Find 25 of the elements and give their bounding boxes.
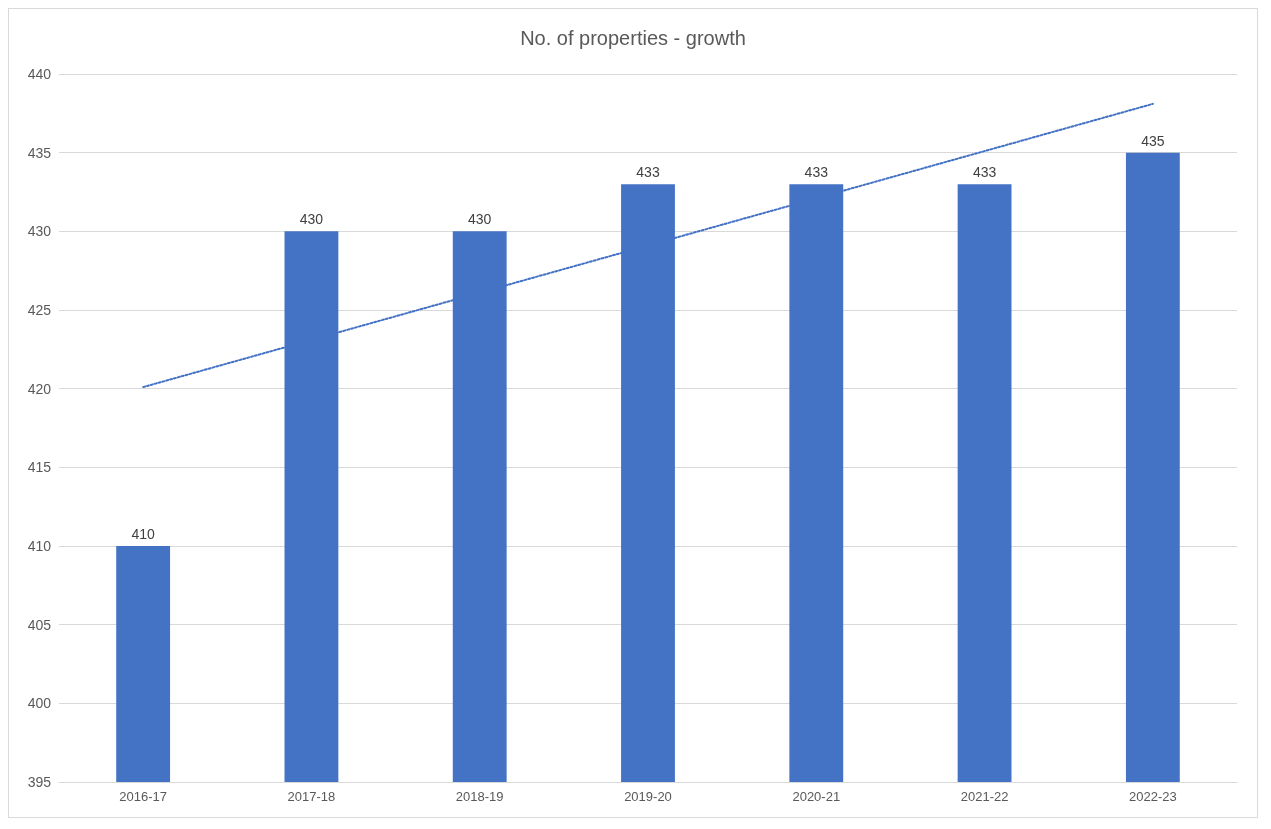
x-tick-label: 2016-17 (119, 789, 167, 804)
x-tick-label: 2020-21 (792, 789, 841, 804)
y-tick-label: 410 (27, 538, 52, 554)
data-label: 430 (468, 211, 492, 228)
y-tick-label: 440 (27, 66, 52, 82)
y-tick-label: 405 (27, 616, 52, 633)
x-tick-label: 2021-22 (960, 789, 1009, 804)
x-tick-label: 2018-19 (455, 789, 504, 804)
x-tick-label: 2019-20 (624, 789, 672, 804)
data-label: 433 (804, 164, 829, 181)
y-tick-label: 400 (27, 695, 52, 712)
y-tick-label: 430 (27, 223, 52, 240)
y-tick-label: 425 (27, 302, 52, 318)
x-tick-label: 2022-23 (1129, 789, 1177, 804)
y-tick-label: 435 (27, 144, 52, 161)
data-label: 433 (972, 164, 997, 181)
data-label: 430 (299, 211, 324, 228)
chart-title: No. of properties - growth (520, 27, 746, 49)
y-tick-label: 395 (27, 774, 52, 790)
y-tick-label: 415 (27, 459, 52, 476)
y-tick-label: 420 (27, 380, 52, 397)
x-tick-label: 2017-18 (287, 789, 336, 804)
data-label: 410 (131, 526, 156, 542)
data-label: 435 (1141, 132, 1165, 149)
data-label: 433 (636, 164, 660, 181)
